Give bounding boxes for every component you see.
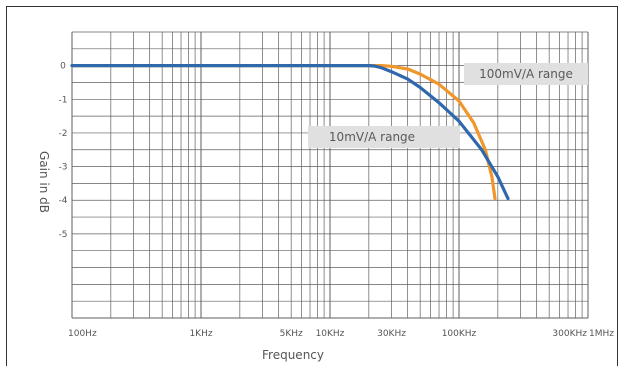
x-tick-label: 1KHz [189, 329, 212, 339]
tag-100mv-text: 100mV/A range [479, 67, 573, 81]
x-axis-label: Frequency [262, 348, 324, 362]
series-line-10mv [70, 63, 510, 201]
x-tick-label: 1MHz [589, 329, 614, 339]
y-tick-label: -4 [59, 196, 68, 206]
x-tick-label: 30KHz [377, 329, 406, 339]
y-axis-label: Gain in dB [37, 151, 51, 213]
chart-frame [6, 6, 618, 366]
y-tick-label: -3 [59, 163, 68, 173]
y-tick-label: -1 [59, 95, 68, 105]
x-tick-labels: 100Hz 1KHz 5KHz 10KHz 30KHz 100KHz 300KHz 1MHz [68, 329, 614, 339]
x-tick-label: 100KHz [442, 329, 477, 339]
grid [71, 31, 589, 319]
series-layer [70, 63, 510, 201]
tag-100mv-box [464, 63, 588, 85]
x-tick-label: 10KHz [316, 329, 345, 339]
y-tick-label: -5 [59, 230, 68, 240]
tag-10mv-text: 10mV/A range [329, 130, 415, 144]
range-tags: 100mV/A range 10mV/A range [308, 63, 588, 148]
tag-10mv-box [308, 126, 460, 148]
y-tick-label: 0 [60, 62, 66, 72]
x-tick-label: 100Hz [68, 329, 97, 339]
y-tick-labels: 0 -1 -2 -3 -4 -5 [59, 62, 68, 240]
x-tick-label: 300KHz [552, 329, 587, 339]
x-tick-label: 5KHz [280, 329, 303, 339]
y-tick-label: -2 [59, 129, 68, 139]
